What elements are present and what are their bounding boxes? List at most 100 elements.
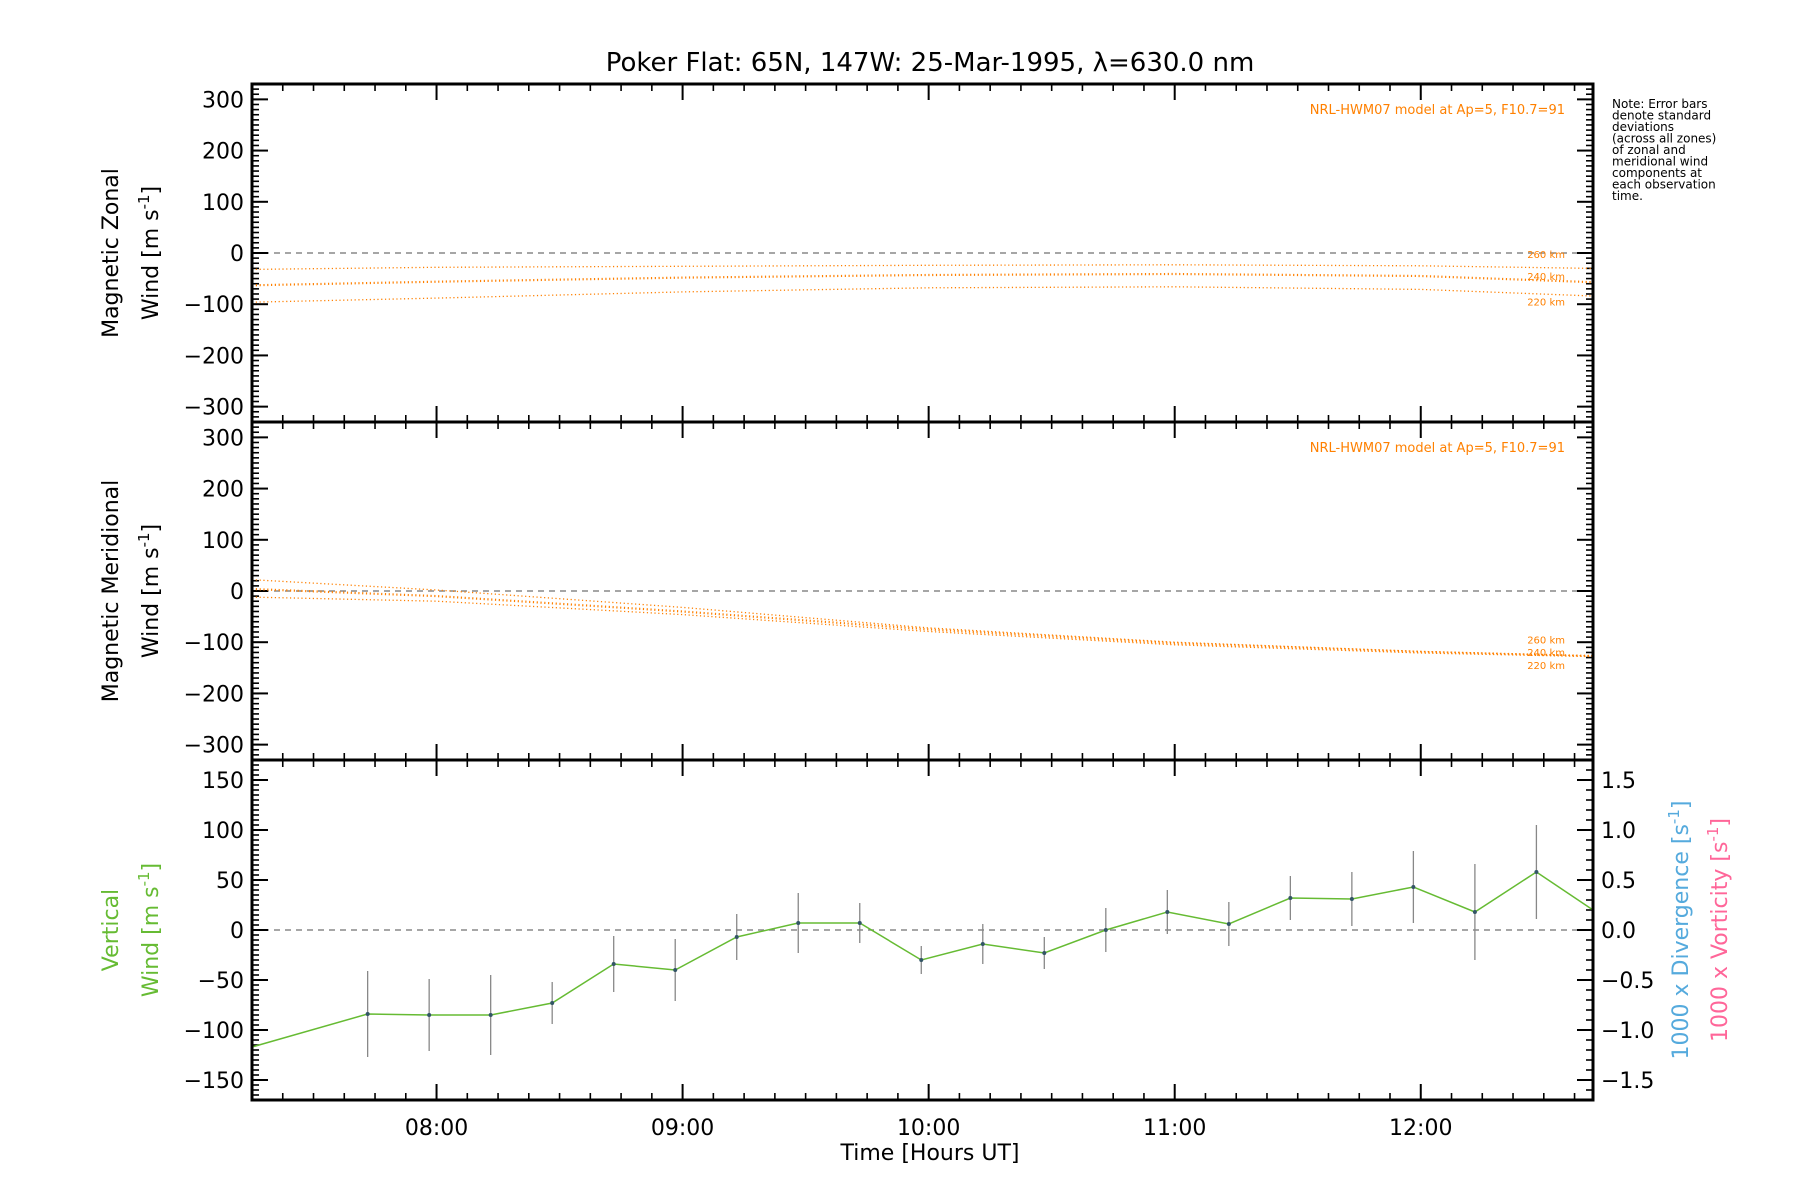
model-altitude-label: 260 km	[1527, 635, 1565, 646]
y-tick-label: 0	[230, 242, 244, 267]
x-tick-label: 08:00	[405, 1116, 468, 1141]
y-axis-label-exponent: -1	[135, 871, 153, 886]
y2-label-divergence: 1000 x Divergence [s-1]	[1665, 801, 1694, 1060]
y2-label-vorticity-close: ]	[1708, 818, 1733, 827]
y2-tick-label: 1.5	[1601, 769, 1636, 794]
y-axis-label-line1: Magnetic Meridional	[99, 480, 124, 702]
y-tick-label: −200	[184, 682, 244, 707]
note-line: each observation	[1612, 178, 1716, 192]
y-tick-label: 200	[202, 478, 244, 503]
y-axis-label-line2: Wind [m s-1]	[135, 863, 164, 997]
vertical-wind-point	[1288, 896, 1293, 900]
y-tick-label: 300	[202, 426, 244, 451]
y2-label-divergence-text: 1000 x Divergence [s	[1669, 824, 1694, 1059]
vertical-wind-point	[796, 921, 801, 925]
y2-label-vorticity: 1000 x Vorticity [s-1]	[1704, 818, 1733, 1042]
y-tick-label: 0	[230, 580, 244, 605]
x-tick-label: 11:00	[1143, 1116, 1206, 1141]
y2-tick-label: −1.0	[1601, 1019, 1654, 1044]
y-tick-label: 100	[202, 529, 244, 554]
vertical-wind-point	[550, 1001, 555, 1005]
vertical-wind-point	[1472, 910, 1477, 914]
y-axis-label-close: ]	[139, 524, 164, 533]
y2-tick-label: 0.0	[1601, 919, 1636, 944]
vertical-wind-point	[673, 968, 678, 972]
model-altitude-label: 240 km	[1527, 648, 1565, 659]
vertical-wind-point	[1349, 897, 1354, 901]
vertical-wind-point	[611, 962, 616, 966]
vertical-panel: 150 100 50 0 −50 −100 −150 1.5 1.0 0.5 0.0 −0.5 −1.0…	[99, 758, 1733, 1141]
vertical-wind-point	[1042, 951, 1047, 955]
chart-title: Poker Flat: 65N, 147W: 25-Mar-1995, λ=63…	[606, 48, 1255, 78]
x-tick-label: 12:00	[1389, 1116, 1452, 1141]
model-line-240-km	[251, 587, 1594, 658]
vertical-wind-point	[919, 958, 924, 962]
model-altitude-label: 240 km	[1527, 272, 1565, 283]
note-line: denote standard	[1612, 109, 1711, 123]
y2-label-vorticity-text: 1000 x Vorticity [s	[1708, 842, 1733, 1042]
model-line-240-km	[251, 272, 1594, 287]
y-tick-label: −150	[184, 1069, 244, 1094]
y-axis-label-line2: Wind [m s-1]	[135, 186, 164, 320]
note-line: components at	[1612, 166, 1702, 180]
note-line: (across all zones)	[1612, 132, 1716, 146]
vertical-wind-point	[1165, 910, 1170, 914]
y-tick-label: −100	[184, 631, 244, 656]
model-line-220-km	[251, 286, 1594, 303]
y-tick-label: −300	[184, 734, 244, 759]
y-axis-label-text: Wind [m s	[139, 547, 164, 658]
vertical-wind-point	[1226, 922, 1231, 926]
model-label: NRL-HWM07 model at Ap=5, F10.7=91	[1310, 441, 1565, 456]
model-altitude-label: 260 km	[1527, 250, 1565, 261]
y-tick-label: −50	[198, 969, 244, 994]
y-tick-label: 50	[216, 869, 244, 894]
y-tick-label: 100	[202, 191, 244, 216]
vertical-wind-point	[980, 942, 985, 946]
y-tick-label: −200	[184, 344, 244, 369]
vertical-wind-point	[427, 1013, 432, 1017]
zonal-panel: 300 200 100 0 −100 −200 −300 Magnetic Zonal Wind…	[99, 82, 1595, 424]
vertical-wind-point	[1411, 885, 1416, 889]
vertical-wind-point	[488, 1013, 493, 1017]
vertical-wind-line	[251, 871, 1594, 1048]
model-altitude-label: 220 km	[1527, 661, 1565, 672]
y-tick-label: 150	[202, 769, 244, 794]
y2-label-vorticity-exponent: -1	[1704, 827, 1722, 842]
y2-tick-label: 1.0	[1601, 819, 1636, 844]
note-line: of zonal and	[1612, 143, 1686, 157]
y-axis-label-exponent: -1	[135, 194, 153, 209]
model-altitude-label: 220 km	[1527, 297, 1565, 308]
y2-tick-label: −1.5	[1601, 1069, 1654, 1094]
x-tick-label: 10:00	[897, 1116, 960, 1141]
y2-tick-label: −0.5	[1601, 969, 1654, 994]
y-axis-label-close: ]	[139, 186, 164, 195]
x-axis-label: Time [Hours UT]	[840, 1141, 1020, 1166]
note-line: time.	[1612, 189, 1643, 203]
vertical-wind-point	[857, 921, 862, 925]
y-tick-label: 100	[202, 819, 244, 844]
vertical-wind-point	[365, 1012, 370, 1016]
y-axis-label-line1: Magnetic Zonal	[99, 168, 124, 338]
x-tick-label: 09:00	[651, 1116, 714, 1141]
y-tick-label: −100	[184, 293, 244, 318]
y-axis-label-text: Wind [m s	[139, 209, 164, 320]
y-axis-label-line2: Wind [m s-1]	[135, 524, 164, 658]
y2-label-divergence-close: ]	[1669, 801, 1694, 810]
note-line: deviations	[1612, 120, 1674, 134]
y-tick-label: 300	[202, 88, 244, 113]
note-line: Note: Error bars	[1612, 97, 1707, 111]
meridional-panel: 300 200 100 0 −100 −200 −300 Magnetic Meridiona…	[99, 420, 1595, 762]
model-line-260-km	[251, 579, 1594, 657]
y-axis-label-close: ]	[139, 863, 164, 872]
y2-label-divergence-exponent: -1	[1665, 809, 1683, 824]
y-axis-label-text: Wind [m s	[139, 886, 164, 997]
y-tick-label: 0	[230, 919, 244, 944]
vertical-wind-point	[734, 935, 739, 939]
vertical-wind-point	[1534, 870, 1539, 874]
model-line-220-km	[251, 596, 1594, 658]
vertical-wind-point	[1103, 928, 1108, 932]
y-tick-label: −100	[184, 1019, 244, 1044]
y-tick-label: −300	[184, 396, 244, 421]
